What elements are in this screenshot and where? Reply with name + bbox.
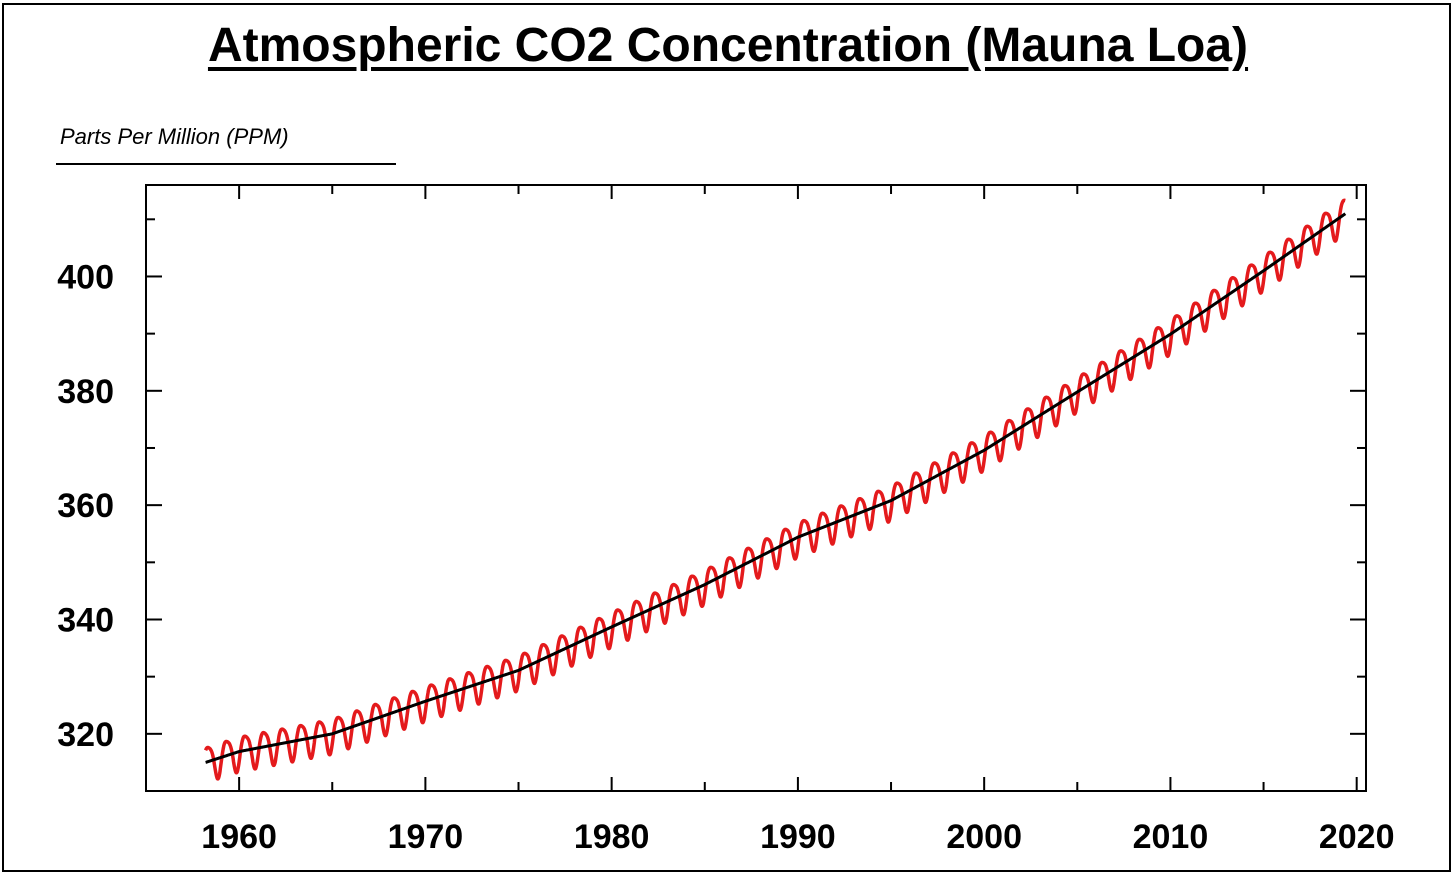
y-tick-label-360: 360 [57, 487, 114, 525]
x-tick-label-1970: 1970 [388, 818, 464, 856]
axis-ticks [146, 185, 1366, 791]
monthly-co2-series-line [203, 198, 1347, 781]
x-tick-labels: 1960 1970 1980 1990 2000 2010 2020 [201, 818, 1394, 856]
chart-frame [2, 3, 1451, 872]
x-tick-label-1980: 1980 [574, 818, 650, 856]
y-tick-label-400: 400 [57, 258, 114, 296]
x-tick-label-2000: 2000 [946, 818, 1022, 856]
chart-title: Atmospheric CO2 Concentration (Mauna Loa… [207, 19, 1249, 72]
plot-area [145, 184, 1367, 792]
x-tick-label-1990: 1990 [760, 818, 836, 856]
x-tick-label-2010: 2010 [1133, 818, 1209, 856]
y-tick-labels: 320 340 360 380 400 [57, 258, 114, 753]
y-tick-label-340: 340 [57, 601, 114, 639]
x-tick-label-2020: 2020 [1319, 818, 1395, 856]
x-tick-label-1960: 1960 [201, 818, 277, 856]
y-tick-label-380: 380 [57, 373, 114, 411]
y-axis-label-underline [56, 163, 396, 165]
y-tick-label-320: 320 [57, 716, 114, 754]
trend-co2-series-line [204, 212, 1347, 764]
y-axis-label: Parts Per Million (PPM) [60, 124, 289, 149]
